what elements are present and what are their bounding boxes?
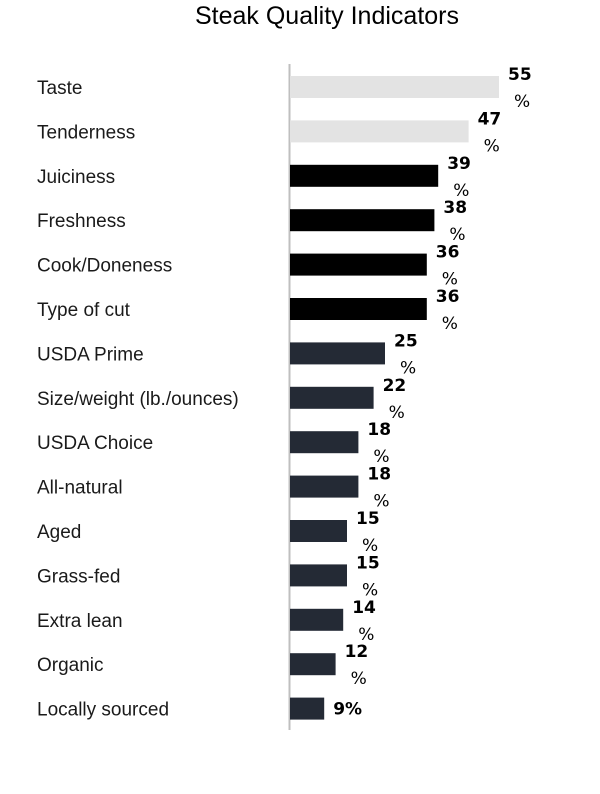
category-label: Extra lean <box>37 611 123 632</box>
category-label: USDA Prime <box>37 344 144 365</box>
value-label: 22% <box>383 376 407 423</box>
value-label: 25% <box>394 331 418 378</box>
value-label: 38% <box>443 198 467 245</box>
value-label: 14% <box>352 598 376 645</box>
value-label: 36% <box>436 287 460 334</box>
value-label: 18% <box>367 465 391 512</box>
category-label: Freshness <box>37 211 126 232</box>
category-label: Grass-fed <box>37 566 120 587</box>
bar-all-natural <box>290 475 359 498</box>
category-labels: Taste Tenderness Juiciness Freshness Cook/Do… <box>37 78 239 721</box>
bar-cook-doneness <box>290 253 427 276</box>
bar-extra-lean <box>290 608 344 631</box>
bar-taste <box>290 76 499 98</box>
value-label: 47% <box>478 109 502 156</box>
bar-organic <box>290 653 336 676</box>
category-label: Tenderness <box>37 122 135 143</box>
category-label: Type of cut <box>37 300 131 321</box>
value-label: 15% <box>356 553 380 600</box>
category-label: Size/weight (lb./ounces) <box>37 389 239 410</box>
value-labels: 55 %47 %39 %38 %36 %36 %25 %22 %18 %18 %15 %15 %14 %1… <box>333 65 531 720</box>
bar-juiciness <box>290 164 439 187</box>
bar-usda-choice <box>290 431 359 454</box>
bar-locally-sourced <box>290 697 325 720</box>
chart-title: Steak Quality Indicators <box>194 2 459 30</box>
value-label: 9% <box>333 700 362 720</box>
value-label: 18% <box>367 420 391 467</box>
category-label: USDA Choice <box>37 433 153 454</box>
value-label: 15% <box>356 509 380 556</box>
bar-grass-fed <box>290 564 347 587</box>
bar-freshness <box>290 209 435 232</box>
bar-type-of-cut <box>290 298 427 320</box>
value-label: 39% <box>447 154 471 201</box>
bar-tenderness <box>290 120 469 143</box>
category-label: Taste <box>37 78 82 99</box>
value-label: 55% <box>508 65 532 112</box>
bar-usda-prime <box>290 342 385 365</box>
value-label: 12% <box>345 642 369 689</box>
category-label: Cook/Doneness <box>37 256 172 277</box>
category-label: All-natural <box>37 478 123 499</box>
category-label: Organic <box>37 655 104 676</box>
bar-size-weight-lb-ounces <box>290 386 374 409</box>
category-label: Juiciness <box>37 167 115 188</box>
bar-aged <box>290 520 347 542</box>
bars-layer <box>290 76 499 720</box>
category-label: Aged <box>37 522 81 543</box>
value-label: 36% <box>436 243 460 290</box>
category-label: Locally sourced <box>37 700 169 721</box>
